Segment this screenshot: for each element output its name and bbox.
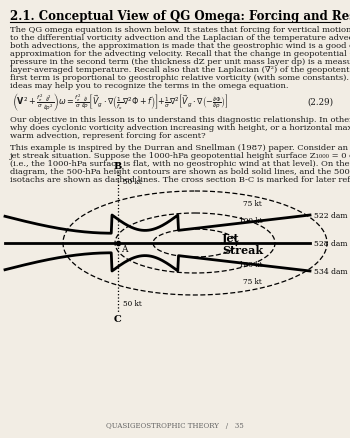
Text: B: B <box>114 162 122 171</box>
Text: 50 kt: 50 kt <box>123 178 142 186</box>
Text: (i.e., the 1000-hPa surface is flat, with no geostrophic wind at that level). On: (i.e., the 1000-hPa surface is flat, wit… <box>10 160 350 168</box>
Text: 50 kt: 50 kt <box>123 300 142 308</box>
Text: (2.29): (2.29) <box>308 98 334 106</box>
Text: first term is proportional to geostrophic relative vorticity (with some constant: first term is proportional to geostrophi… <box>10 74 350 82</box>
Text: warm advection, represent forcing for ascent?: warm advection, represent forcing for as… <box>10 132 206 140</box>
Text: 522 dam: 522 dam <box>314 212 348 220</box>
Text: approximation for the advecting velocity. Recall that the change in geopotential: approximation for the advecting velocity… <box>10 50 350 58</box>
Text: 100 kt: 100 kt <box>239 217 262 225</box>
Text: 534 dam: 534 dam <box>314 268 348 276</box>
Text: This example is inspired by the Durran and Snellman (1987) paper. Consider an id: This example is inspired by the Durran a… <box>10 144 350 152</box>
Text: to the differential vorticity advection and the Laplacian of the temperature adv: to the differential vorticity advection … <box>10 34 350 42</box>
Text: Jet: Jet <box>222 233 240 244</box>
Text: QUASIGEOSTROPHIC THEORY   /   35: QUASIGEOSTROPHIC THEORY / 35 <box>106 422 244 430</box>
Text: isotachs are shown as dashed lines. The cross section B-C is marked for later re: isotachs are shown as dashed lines. The … <box>10 176 350 184</box>
Text: layer-averaged temperature. Recall also that the Laplacian (∇²) of the geopotent: layer-averaged temperature. Recall also … <box>10 66 350 74</box>
Text: both advections, the approximation is made that the geostrophic wind is a good e: both advections, the approximation is ma… <box>10 42 350 50</box>
Text: Streak: Streak <box>222 246 263 257</box>
Text: Our objective in this lesson is to understand this diagnostic relationship. In o: Our objective in this lesson is to under… <box>10 116 350 124</box>
Text: 2.1. Conceptual View of QG Omega: Forcing and Response: 2.1. Conceptual View of QG Omega: Forcin… <box>10 10 350 23</box>
Text: 75 kt: 75 kt <box>243 278 262 286</box>
Text: jet streak situation. Suppose the 1000-hPa geopotential height surface Z₁₀₀₀ = 0: jet streak situation. Suppose the 1000-h… <box>10 152 350 160</box>
Text: $\left(\mathbf{V}^2 + \frac{f_e^2}{\sigma}\frac{\partial^2}{\partial p^2}\right): $\left(\mathbf{V}^2 + \frac{f_e^2}{\sigm… <box>12 91 229 113</box>
Text: why does cyclonic vorticity advection increasing with height, or a horizontal ma: why does cyclonic vorticity advection in… <box>10 124 350 132</box>
Text: C: C <box>114 315 122 324</box>
Text: diagram, the 500-hPa height contours are shown as bold solid lines, and the 500-: diagram, the 500-hPa height contours are… <box>10 168 350 176</box>
Text: 100 kt: 100 kt <box>239 261 262 269</box>
Text: The QG omega equation is shown below. It states that forcing for vertical motion: The QG omega equation is shown below. It… <box>10 26 350 34</box>
Text: pressure in the second term (the thickness dZ per unit mass layer dp) is a measu: pressure in the second term (the thickne… <box>10 58 350 66</box>
Text: ideas may help you to recognize the terms in the omega equation.: ideas may help you to recognize the term… <box>10 82 288 90</box>
Text: A: A <box>121 245 127 254</box>
Text: 528 dam: 528 dam <box>314 240 348 248</box>
Text: 75 kt: 75 kt <box>243 200 262 208</box>
